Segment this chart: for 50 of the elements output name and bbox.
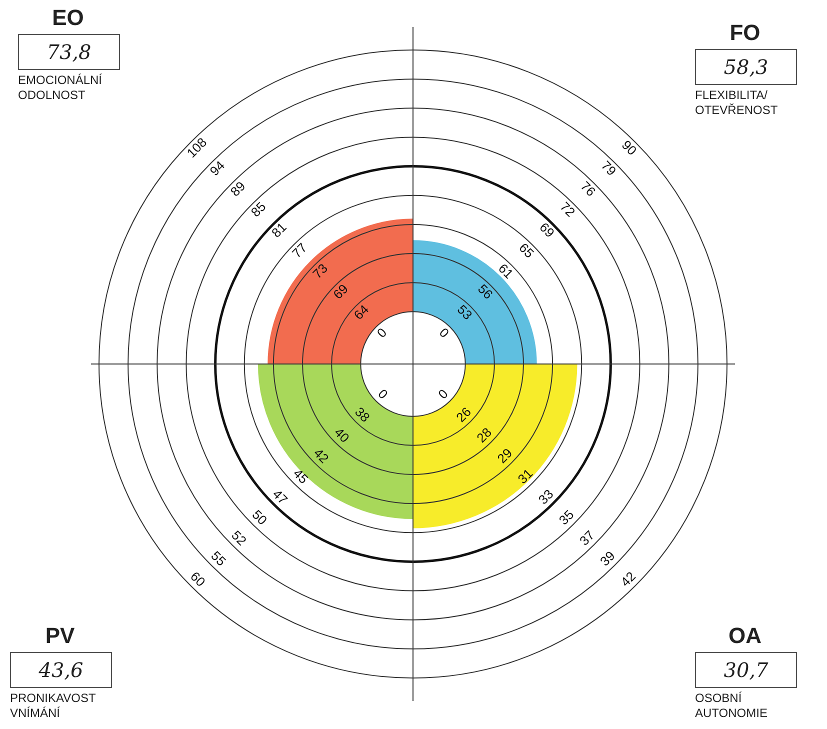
text: 65 <box>516 240 537 261</box>
text: 85 <box>248 198 269 220</box>
text: OA <box>728 623 762 649</box>
text: 72 <box>557 198 578 220</box>
text: 0 <box>435 386 451 402</box>
data-label: 58,3 <box>695 49 797 85</box>
data-label: 73,8 <box>18 34 120 70</box>
text: 29 <box>494 445 516 466</box>
text: 90 <box>618 137 640 158</box>
text: 61 <box>496 260 516 282</box>
text: 0 <box>375 386 391 402</box>
text: 35 <box>556 506 577 528</box>
text: 38 <box>352 404 373 425</box>
data-label: 43,6 <box>10 652 112 688</box>
text: PV <box>44 623 76 649</box>
text: EMOCIONÁLNÍ ODOLNOST <box>18 73 104 103</box>
text: 31 <box>514 466 536 487</box>
text: 73 <box>310 260 330 282</box>
text: 33 <box>535 486 556 508</box>
text: 79 <box>598 158 620 179</box>
text: 0 <box>374 324 390 341</box>
data-label: 30,7 <box>695 652 797 688</box>
text: 39 <box>597 548 618 569</box>
text: FO <box>728 20 762 46</box>
text: 42 <box>618 568 638 590</box>
text: OSOBNÍ AUTONOMIE <box>695 691 768 721</box>
text: 50 <box>249 506 270 528</box>
text: 28 <box>474 424 495 446</box>
text: 47 <box>270 486 291 508</box>
text: 81 <box>268 219 290 240</box>
text: PRONIKAVOST VNÍMÁNÍ <box>10 691 97 721</box>
text: 40 <box>331 424 352 446</box>
text: 52 <box>228 527 250 548</box>
text: 56 <box>474 281 496 302</box>
text: 77 <box>289 240 310 261</box>
text: 76 <box>578 178 599 200</box>
text: 0 <box>436 324 452 341</box>
text: 26 <box>453 404 474 425</box>
text: 42 <box>310 445 332 466</box>
text: 64 <box>350 302 372 323</box>
text: 53 <box>454 302 476 323</box>
text: 60 <box>188 568 208 590</box>
text: 89 <box>227 178 248 200</box>
text: FLEXIBILITA/ OTEVŘENOST <box>695 88 779 118</box>
text: 55 <box>208 548 229 569</box>
text: EO <box>51 5 85 31</box>
text: 45 <box>290 466 312 487</box>
text: 37 <box>576 527 598 548</box>
text: 69 <box>330 281 352 302</box>
text: 69 <box>536 219 558 240</box>
